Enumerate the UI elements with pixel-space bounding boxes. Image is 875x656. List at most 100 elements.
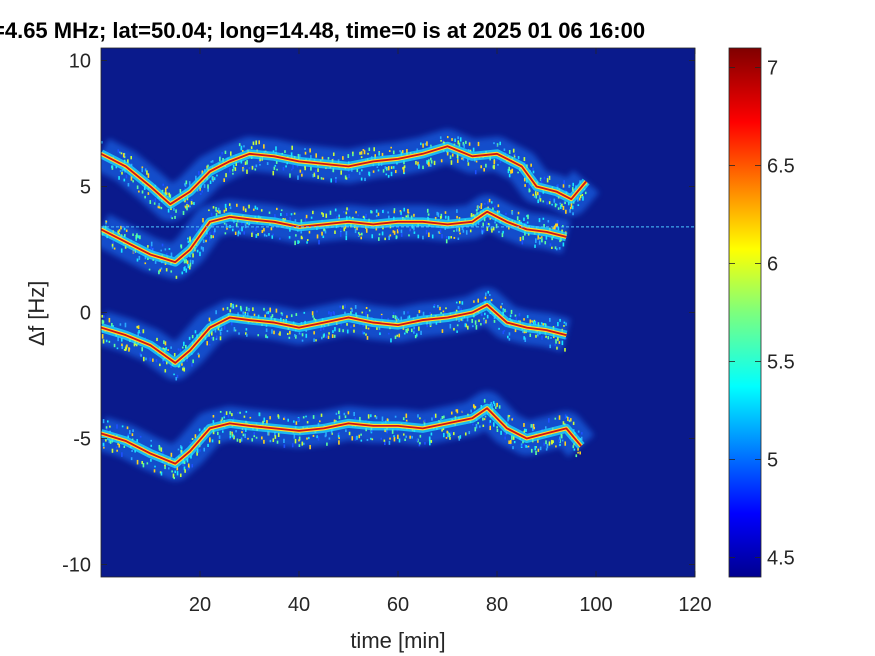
speckle bbox=[442, 141, 445, 144]
speckle bbox=[221, 430, 224, 433]
speckle bbox=[131, 449, 133, 452]
speckle bbox=[271, 329, 273, 334]
speckle bbox=[553, 198, 556, 203]
speckle bbox=[269, 307, 271, 312]
speckle bbox=[227, 414, 230, 418]
speckle bbox=[175, 209, 177, 213]
speckle bbox=[117, 149, 120, 153]
speckle bbox=[496, 402, 498, 407]
speckle bbox=[537, 322, 540, 327]
speckle bbox=[149, 200, 152, 204]
speckle bbox=[476, 209, 478, 212]
speckle bbox=[229, 411, 231, 415]
speckle bbox=[505, 310, 508, 313]
speckle bbox=[507, 417, 509, 422]
speckle bbox=[560, 434, 563, 439]
speckle bbox=[243, 415, 246, 418]
speckle bbox=[403, 332, 406, 335]
speckle bbox=[380, 437, 383, 440]
speckle bbox=[111, 245, 114, 249]
speckle bbox=[327, 157, 330, 160]
speckle bbox=[176, 374, 179, 379]
speckle bbox=[348, 173, 350, 179]
speckle bbox=[244, 208, 247, 213]
speckle bbox=[225, 173, 227, 178]
speckle bbox=[219, 210, 221, 214]
speckle bbox=[370, 414, 372, 418]
speckle bbox=[179, 445, 182, 449]
speckle bbox=[290, 168, 293, 171]
speckle bbox=[545, 448, 548, 451]
speckle bbox=[187, 237, 189, 240]
speckle bbox=[211, 176, 214, 180]
speckle bbox=[505, 212, 507, 215]
speckle bbox=[388, 440, 391, 445]
speckle bbox=[185, 180, 188, 185]
speckle bbox=[541, 238, 543, 243]
speckle bbox=[321, 231, 323, 236]
speckle bbox=[211, 160, 214, 163]
speckle bbox=[485, 292, 487, 296]
speckle bbox=[543, 442, 545, 446]
speckle bbox=[170, 364, 172, 369]
speckle bbox=[192, 359, 194, 364]
speckle bbox=[472, 404, 475, 408]
speckle bbox=[544, 241, 547, 245]
speckle bbox=[248, 204, 250, 209]
speckle bbox=[330, 311, 332, 317]
speckle bbox=[365, 306, 368, 309]
speckle bbox=[514, 328, 517, 333]
speckle bbox=[456, 409, 459, 414]
speckle bbox=[400, 229, 403, 233]
speckle bbox=[168, 192, 170, 196]
speckle bbox=[298, 444, 301, 447]
speckle bbox=[196, 448, 199, 453]
speckle bbox=[564, 348, 566, 352]
speckle bbox=[184, 198, 186, 203]
speckle bbox=[186, 458, 189, 463]
speckle bbox=[358, 171, 361, 175]
speckle bbox=[516, 216, 519, 221]
speckle bbox=[540, 322, 543, 325]
speckle bbox=[125, 229, 128, 232]
speckle bbox=[532, 167, 534, 171]
speckle bbox=[526, 214, 528, 218]
speckle bbox=[558, 246, 561, 250]
speckle bbox=[535, 334, 537, 338]
speckle bbox=[407, 208, 409, 214]
speckle bbox=[485, 163, 487, 168]
speckle bbox=[245, 306, 248, 311]
speckle bbox=[344, 225, 347, 229]
speckle bbox=[215, 338, 218, 340]
speckle bbox=[123, 234, 126, 238]
speckle bbox=[246, 169, 248, 174]
speckle bbox=[218, 435, 221, 439]
speckle bbox=[245, 332, 247, 335]
speckle bbox=[206, 341, 208, 346]
speckle bbox=[493, 160, 496, 165]
speckle bbox=[274, 432, 276, 437]
speckle bbox=[554, 246, 557, 250]
speckle bbox=[403, 207, 406, 212]
speckle bbox=[514, 314, 517, 317]
speckle bbox=[390, 338, 392, 343]
speckle bbox=[142, 462, 145, 468]
speckle bbox=[360, 151, 363, 155]
speckle bbox=[555, 226, 558, 231]
speckle bbox=[488, 223, 491, 227]
speckle bbox=[469, 229, 472, 233]
speckle bbox=[474, 320, 477, 325]
speckle bbox=[413, 326, 415, 330]
speckle bbox=[370, 210, 373, 214]
speckle bbox=[119, 323, 122, 326]
speckle bbox=[434, 217, 437, 220]
speckle bbox=[298, 436, 301, 441]
speckle bbox=[443, 415, 445, 419]
speckle bbox=[219, 329, 222, 332]
speckle bbox=[290, 314, 293, 318]
speckle bbox=[416, 148, 419, 151]
speckle bbox=[235, 304, 238, 308]
speckle bbox=[564, 441, 567, 446]
speckle bbox=[142, 329, 145, 334]
speckle bbox=[527, 445, 530, 448]
